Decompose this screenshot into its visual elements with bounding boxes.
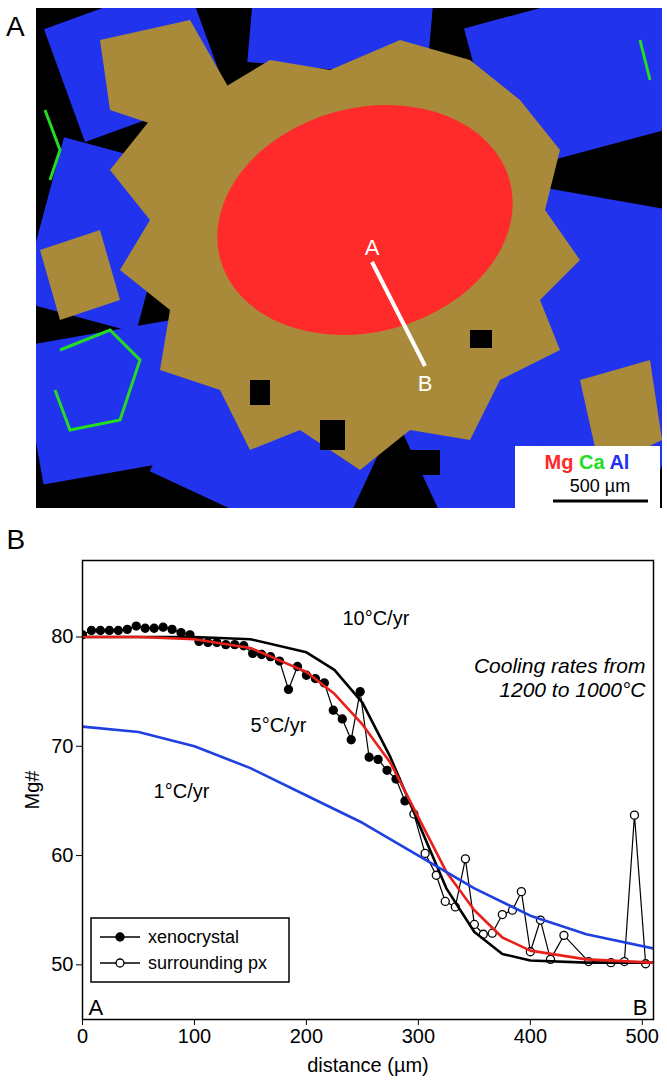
svg-text:surrounding px: surrounding px xyxy=(148,953,267,973)
svg-text:Mg#: Mg# xyxy=(21,770,43,810)
svg-text:distance (µm): distance (µm) xyxy=(307,1054,429,1076)
svg-text:60: 60 xyxy=(51,844,73,866)
svg-text:400: 400 xyxy=(514,1025,547,1047)
svg-text:B: B xyxy=(633,995,648,1020)
svg-text:500 µm: 500 µm xyxy=(570,476,630,496)
svg-text:A: A xyxy=(6,11,25,42)
svg-text:10°C/yr: 10°C/yr xyxy=(342,607,409,629)
svg-text:B: B xyxy=(7,524,26,555)
svg-text:100: 100 xyxy=(178,1025,211,1047)
svg-text:Mg Ca Al: Mg Ca Al xyxy=(545,451,630,473)
svg-text:80: 80 xyxy=(51,625,73,647)
svg-text:Cooling rates from1200 to 1000: Cooling rates from1200 to 1000°C xyxy=(474,654,646,701)
svg-text:500: 500 xyxy=(626,1025,659,1047)
svg-text:5°C/yr: 5°C/yr xyxy=(251,714,307,736)
svg-text:xenocrystal: xenocrystal xyxy=(148,927,239,947)
svg-text:1°C/yr: 1°C/yr xyxy=(154,780,210,802)
svg-text:A: A xyxy=(89,995,104,1020)
svg-text:50: 50 xyxy=(51,953,73,975)
svg-text:A: A xyxy=(365,235,380,260)
svg-text:70: 70 xyxy=(51,735,73,757)
svg-text:300: 300 xyxy=(402,1025,435,1047)
svg-text:0: 0 xyxy=(77,1025,88,1047)
svg-text:B: B xyxy=(418,371,433,396)
svg-text:200: 200 xyxy=(290,1025,323,1047)
